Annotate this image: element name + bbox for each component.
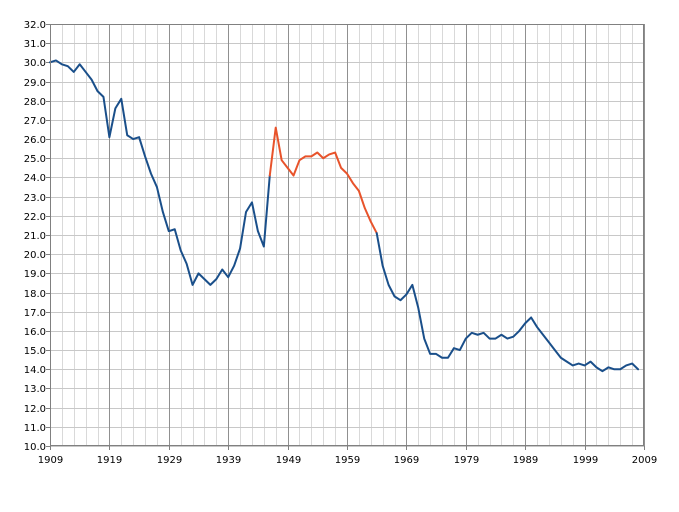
y-tick-label: 31.0 — [24, 39, 46, 50]
y-tick-label: 23.0 — [24, 193, 46, 204]
x-tick-label: 1909 — [38, 455, 63, 466]
series-line-3 — [375, 232, 640, 373]
x-tick-label: 1919 — [97, 455, 122, 466]
x-tick-label: 1989 — [513, 455, 538, 466]
x-tick-label: 1929 — [157, 455, 182, 466]
y-tick-label: 14.0 — [24, 365, 46, 376]
y-tick-label: 25.0 — [24, 154, 46, 165]
y-tick-label: 27.0 — [24, 116, 46, 127]
y-tick-label: 22.0 — [24, 212, 46, 223]
y-tick-label: 29.0 — [24, 78, 46, 89]
x-axis-tick-labels: 1909 1919 1929 1939 1949 1959 1969 1979 1989 1999… — [38, 455, 657, 466]
x-tick-label: 1969 — [394, 455, 419, 466]
x-tick-label: 1999 — [573, 455, 598, 466]
y-tick-label: 24.0 — [24, 173, 46, 184]
y-tick-label: 12.0 — [24, 404, 46, 415]
y-tick-label: 28.0 — [24, 97, 46, 108]
y-tick-label: 15.0 — [24, 346, 46, 357]
y-axis-tick-labels: 10.0 11.0 12.0 13.0 14.0 15.0 16.0 17.0 18.0 19.0… — [24, 20, 46, 453]
y-tick-label: 13.0 — [24, 384, 46, 395]
x-tick-label: 1979 — [454, 455, 479, 466]
y-tick-label: 30.0 — [24, 58, 46, 69]
y-tick-label: 16.0 — [24, 327, 46, 338]
y-tick-label: 10.0 — [24, 442, 46, 453]
x-tick-label: 1959 — [335, 455, 360, 466]
plot-frame — [50, 24, 644, 446]
series-line-2 — [268, 126, 378, 235]
y-tick-label: 26.0 — [24, 135, 46, 146]
y-tick-label: 19.0 — [24, 269, 46, 280]
y-tick-label: 21.0 — [24, 231, 46, 242]
series-lines — [49, 59, 640, 373]
x-tick-label: 1949 — [276, 455, 301, 466]
y-tick-label: 32.0 — [24, 20, 46, 31]
y-tick-label: 17.0 — [24, 308, 46, 319]
x-tick-label: 2009 — [632, 455, 657, 466]
x-tick-label: 1939 — [216, 455, 241, 466]
y-tick-label: 11.0 — [24, 423, 46, 434]
series-line-1 — [49, 59, 271, 286]
y-tick-label: 18.0 — [24, 289, 46, 300]
y-tick-label: 20.0 — [24, 250, 46, 261]
